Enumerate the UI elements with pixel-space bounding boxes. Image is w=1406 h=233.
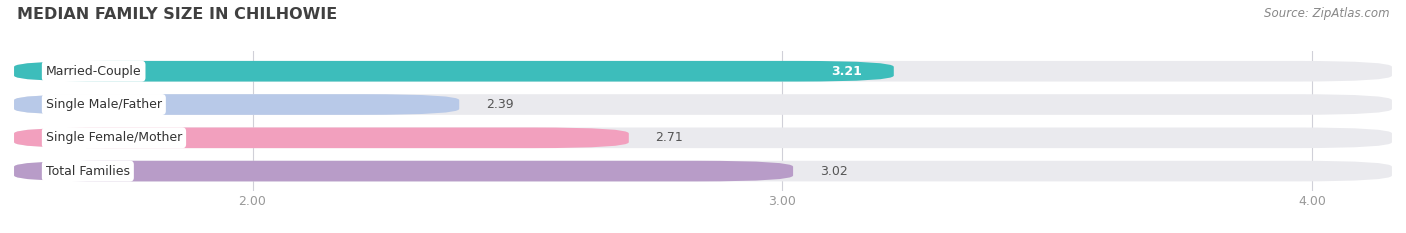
FancyBboxPatch shape bbox=[14, 61, 894, 82]
FancyBboxPatch shape bbox=[14, 161, 793, 182]
Text: Married-Couple: Married-Couple bbox=[46, 65, 142, 78]
Text: MEDIAN FAMILY SIZE IN CHILHOWIE: MEDIAN FAMILY SIZE IN CHILHOWIE bbox=[17, 7, 337, 22]
Text: Source: ZipAtlas.com: Source: ZipAtlas.com bbox=[1264, 7, 1389, 20]
Text: 3.02: 3.02 bbox=[820, 164, 848, 178]
FancyBboxPatch shape bbox=[14, 94, 460, 115]
FancyBboxPatch shape bbox=[14, 127, 628, 148]
Text: 3.21: 3.21 bbox=[831, 65, 862, 78]
FancyBboxPatch shape bbox=[14, 61, 1392, 82]
FancyBboxPatch shape bbox=[14, 161, 1392, 182]
Text: Single Female/Mother: Single Female/Mother bbox=[46, 131, 183, 144]
Text: 2.71: 2.71 bbox=[655, 131, 683, 144]
FancyBboxPatch shape bbox=[14, 94, 1392, 115]
Text: 2.39: 2.39 bbox=[485, 98, 513, 111]
Text: Single Male/Father: Single Male/Father bbox=[46, 98, 162, 111]
FancyBboxPatch shape bbox=[14, 127, 1392, 148]
Text: Total Families: Total Families bbox=[46, 164, 129, 178]
